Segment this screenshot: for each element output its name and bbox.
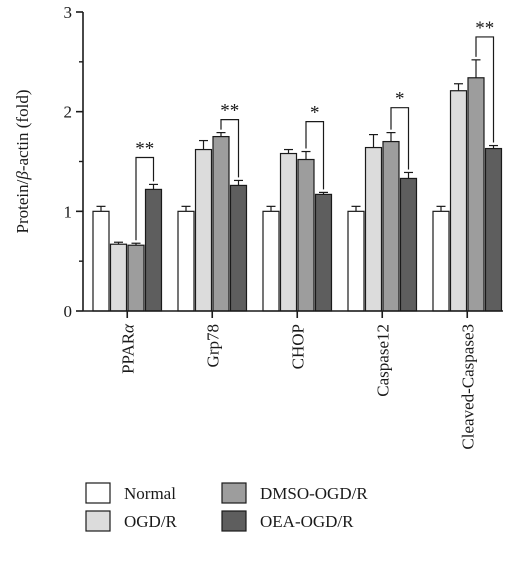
bar: [432, 210, 450, 312]
y-axis-label: Protein/β-actin (fold): [13, 90, 32, 234]
significance-label: **: [135, 139, 154, 160]
x-axis: PPARα Grp78 CHOP Caspase12 Cleaved-Caspase3: [83, 310, 503, 450]
y-tick-label: 0: [64, 302, 73, 321]
bar: [127, 244, 145, 312]
x-category-label: Cleaved-Caspase3: [458, 324, 477, 450]
y-tick-label: 3: [64, 3, 73, 22]
bar: [194, 148, 213, 312]
x-category-label: Grp78: [203, 324, 222, 367]
significance-bracket: [220, 119, 240, 178]
bar: [347, 210, 365, 312]
significance-label: **: [220, 101, 239, 122]
bar: [262, 210, 280, 312]
y-axis: 0 1 2 3 Protein/β-actin (fold): [13, 3, 84, 321]
significance-annotations: **** ****: [135, 18, 495, 241]
significance-label: *: [395, 89, 405, 110]
bar: [399, 177, 418, 312]
bar: [467, 77, 485, 312]
significance-bracket: [475, 36, 495, 143]
legend-swatch: [221, 482, 247, 504]
significance-label: **: [475, 18, 494, 39]
legend-swatch: [85, 510, 111, 532]
bar: [449, 90, 468, 312]
significance-bracket: [135, 156, 155, 241]
bar: [279, 152, 298, 312]
bar: [229, 184, 248, 312]
bar-groups: [92, 59, 503, 312]
bar: [484, 147, 503, 312]
bar: [144, 188, 163, 312]
bar: [177, 210, 195, 312]
legend-swatch: [221, 510, 247, 532]
x-category-label: CHOP: [288, 324, 307, 369]
x-category-label: Caspase12: [373, 324, 392, 397]
bar: [314, 193, 333, 312]
significance-label: *: [310, 103, 320, 124]
bar: [382, 140, 400, 312]
legend: Normal OGD/R DMSO-OGD/R OEA-OGD/R: [85, 482, 368, 532]
y-tick-label: 1: [64, 202, 73, 221]
bar: [297, 158, 315, 312]
significance-bracket: [305, 121, 325, 190]
x-category-label: PPARα: [118, 323, 137, 374]
legend-label: Normal: [124, 484, 176, 503]
y-tick-label: 2: [64, 103, 73, 122]
legend-label: DMSO-OGD/R: [260, 484, 368, 503]
bar: [92, 210, 110, 312]
significance-bracket: [390, 107, 410, 170]
legend-swatch: [85, 482, 111, 504]
bar: [364, 146, 383, 312]
legend-label: OEA-OGD/R: [260, 512, 354, 531]
bar: [212, 135, 230, 312]
legend-label: OGD/R: [124, 512, 178, 531]
bar: [109, 243, 128, 312]
